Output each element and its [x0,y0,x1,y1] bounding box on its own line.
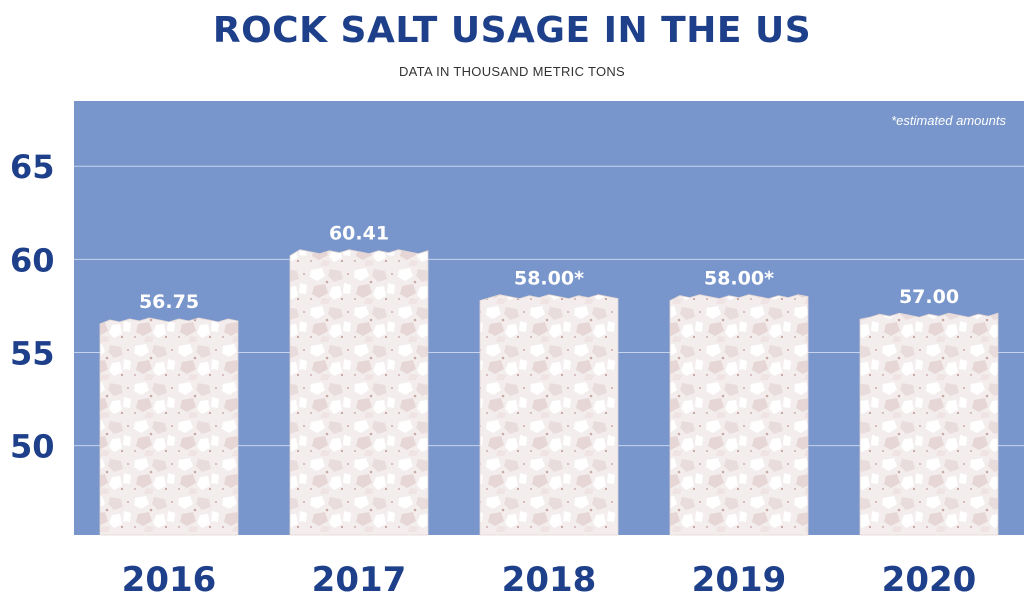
data-label-2017: 60.41 [329,223,389,245]
y-tick-label: 55 [10,334,55,372]
bar-2017 [289,249,429,536]
y-tick-label: 50 [10,428,55,466]
x-tick-label-2017: 2017 [312,560,407,600]
bar-2019 [669,294,809,536]
bars [99,249,999,536]
data-label-2020: 57.00 [899,286,959,308]
x-tick-label-2020: 2020 [882,560,977,600]
bar-2016 [99,317,239,536]
data-labels: 56.75 60.41 58.00* 58.00* 57.00 [139,223,959,313]
x-tick-label-2019: 2019 [692,560,787,600]
bar-2018 [479,294,619,536]
y-axis-ticks: 50 55 60 65 [10,148,55,465]
y-tick-label: 60 [10,241,55,279]
chart-title: ROCK SALT USAGE IN THE US [212,10,812,51]
bar-2020 [859,312,999,536]
estimated-note: *estimated amounts [891,113,1006,128]
data-label-2016: 56.75 [139,291,199,313]
y-tick-label: 65 [10,148,55,186]
x-axis-ticks: 2016 2017 2018 2019 2020 [122,560,977,600]
x-tick-label-2018: 2018 [502,560,597,600]
chart-subtitle: DATA IN THOUSAND METRIC TONS [398,64,626,79]
x-tick-label-2016: 2016 [122,560,217,600]
data-label-2018: 58.00* [514,268,584,290]
data-label-2019: 58.00* [704,268,774,290]
